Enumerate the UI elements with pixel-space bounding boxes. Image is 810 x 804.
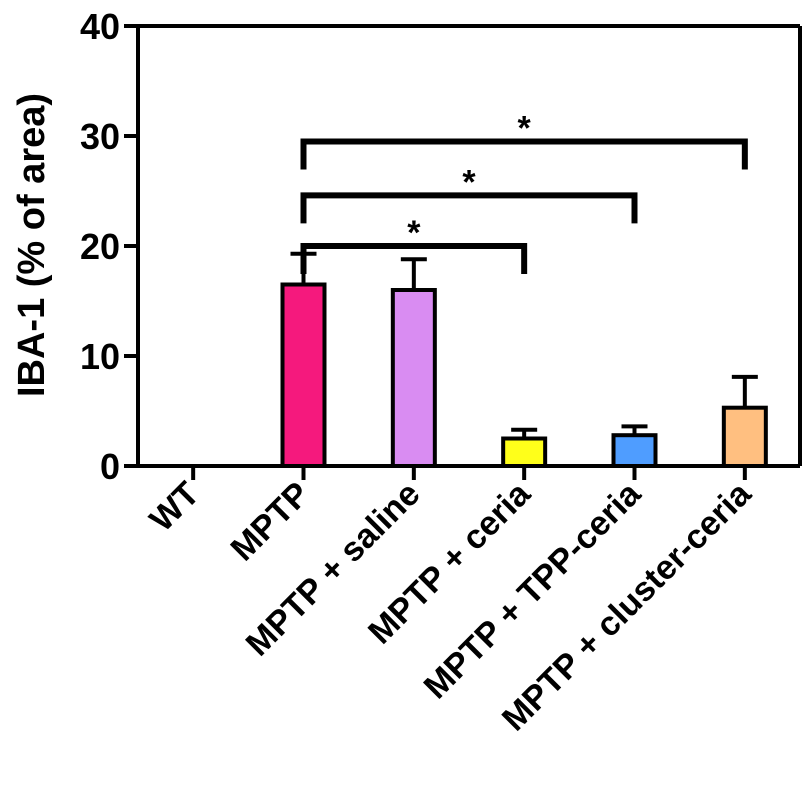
significance-marker: * <box>462 163 476 201</box>
significance-marker: * <box>407 214 421 252</box>
x-tick-label: MPTP <box>223 475 317 569</box>
y-tick-label: 0 <box>100 446 120 487</box>
axes: 0 10 20 30 40 <box>80 6 802 487</box>
y-axis-label: IBA-1 (% of area) <box>11 93 53 397</box>
y-tick-label: 10 <box>80 336 120 377</box>
y-tick-label: 40 <box>80 6 120 47</box>
y-tick-label: 20 <box>80 226 120 267</box>
bar <box>611 433 658 469</box>
significance-brackets: * * * <box>300 110 748 274</box>
x-tick-label: WT <box>143 475 207 539</box>
x-tick-label: MPTP + TPP-ceria <box>417 474 649 706</box>
y-tick-label: 30 <box>80 116 120 157</box>
bar <box>501 436 548 468</box>
significance-bracket <box>300 138 748 170</box>
bar <box>280 282 327 468</box>
bars <box>280 251 768 469</box>
bar <box>390 288 437 468</box>
significance-bracket <box>300 192 638 224</box>
significance-bracket <box>300 243 528 274</box>
bar <box>721 405 768 469</box>
significance-marker: * <box>518 110 532 148</box>
